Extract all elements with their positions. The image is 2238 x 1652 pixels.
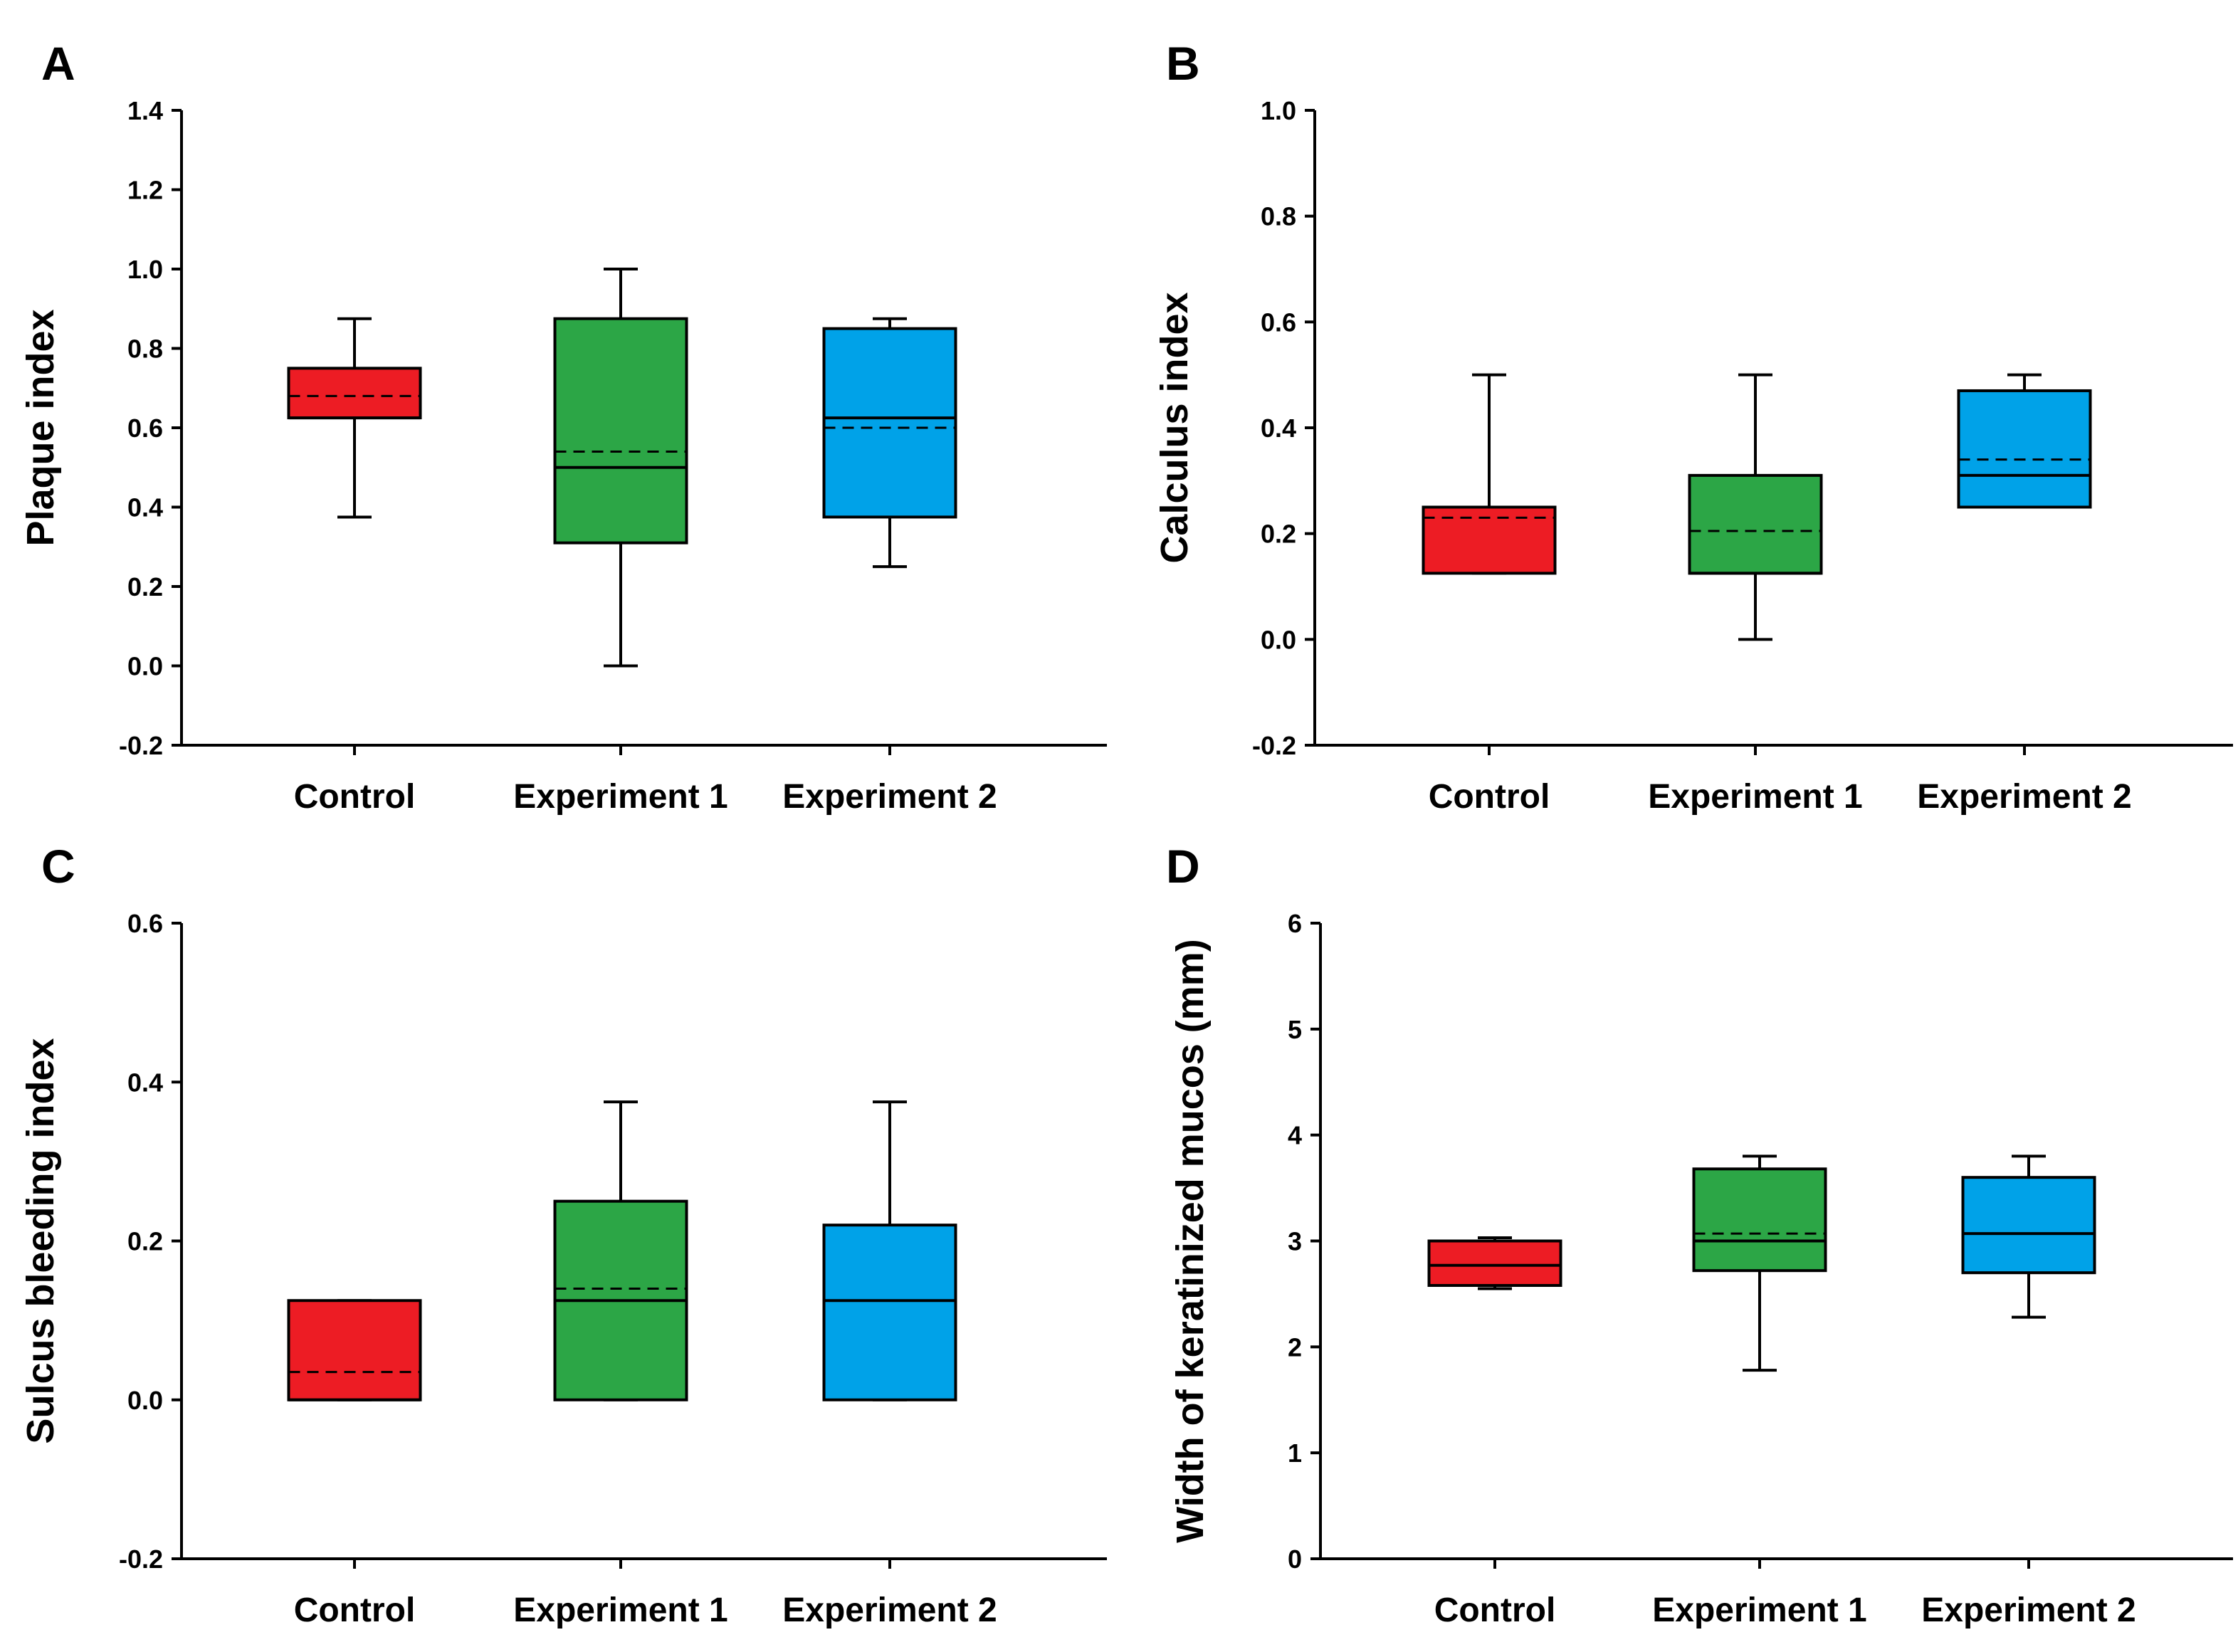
x-category-label: Experiment 2 (1917, 778, 2131, 816)
box-experiment-1 (1692, 1154, 1827, 1372)
y-axis-title: Width of keratinized mucos (mm) (1169, 939, 1212, 1543)
panel-d: D 0 1 2 3 4 5 6 Width of keratinized mucos (mm) C… (1166, 840, 2233, 1629)
box-body (822, 327, 957, 519)
y-tick-label: 0.8 (1261, 202, 1296, 231)
y-tick-label: 2 (1288, 1332, 1302, 1362)
y-tick-label: 0.0 (127, 1386, 163, 1415)
y-tick-label: 6 (1288, 909, 1302, 938)
x-category-label: Experiment 2 (782, 778, 997, 816)
box-control (1422, 373, 1557, 575)
y-axis-title: Plaque index (19, 309, 62, 546)
box-body (553, 317, 688, 544)
panel-letter: A (41, 37, 75, 90)
box-body (1957, 389, 2092, 509)
x-category-label: Experiment 1 (1648, 778, 1862, 816)
box-experiment-1 (1688, 373, 1823, 641)
box-control (1427, 1236, 1562, 1290)
box-body (287, 1299, 422, 1401)
panel-b: B -0.2 0.0 0.2 0.4 0.6 0.8 1.0 Calculus index Con… (1153, 37, 2233, 816)
panel-letter: B (1166, 37, 1200, 90)
y-tick-label: 0.6 (127, 909, 163, 938)
box-experiment-2 (822, 1100, 957, 1401)
x-category-label: Experiment 1 (513, 1592, 727, 1629)
box-body (1961, 1176, 2096, 1275)
panel-letter: D (1166, 840, 1200, 893)
x-category-label: Control (1429, 778, 1550, 816)
y-tick-label: 3 (1288, 1227, 1302, 1256)
y-tick-label: -0.2 (119, 1545, 163, 1574)
box-experiment-2 (822, 317, 957, 569)
y-tick-label: 0 (1288, 1545, 1302, 1574)
box-experiment-2 (1961, 1154, 2096, 1319)
y-tick-label: 0.6 (1261, 307, 1296, 337)
panel-a: A -0.2 0.0 0.2 0.4 0.6 0.8 1.0 1.2 1.4 Plaque inde… (19, 37, 1107, 816)
y-axis-title: Calculus index (1153, 292, 1196, 563)
x-category-label: Experiment 2 (1921, 1592, 2135, 1629)
x-category-label: Experiment 1 (1652, 1592, 1866, 1629)
y-tick-label: 1 (1288, 1438, 1302, 1468)
panel-c: C -0.2 0.0 0.2 0.4 0.6 Sulcus bleeding index Co… (19, 840, 1107, 1629)
y-tick-label: 0.2 (127, 1227, 163, 1256)
box-control (287, 1299, 422, 1401)
y-tick-label: -0.2 (119, 731, 163, 760)
x-category-label: Control (1434, 1592, 1556, 1629)
x-category-label: Experiment 2 (782, 1592, 997, 1629)
y-tick-label: 0.8 (127, 335, 163, 364)
y-tick-label: 0.4 (1261, 414, 1296, 443)
y-tick-label: 4 (1288, 1121, 1302, 1150)
box-experiment-1 (553, 268, 688, 668)
y-tick-label: 0.2 (1261, 520, 1296, 549)
y-tick-label: 1.0 (1261, 96, 1296, 125)
x-category-label: Experiment 1 (513, 778, 727, 816)
box-body (1688, 473, 1823, 575)
box-body (1427, 1239, 1562, 1288)
y-tick-label: 0.0 (127, 652, 163, 681)
y-tick-label: 0.0 (1261, 625, 1296, 654)
box-body (287, 367, 422, 420)
y-tick-label: 5 (1288, 1015, 1302, 1044)
y-tick-label: 0.2 (127, 572, 163, 601)
y-tick-label: 0.6 (127, 414, 163, 443)
y-tick-label: -0.2 (1252, 731, 1296, 760)
box-body (1692, 1167, 1827, 1273)
y-tick-label: 1.0 (127, 255, 163, 284)
y-tick-label: 0.4 (127, 1068, 163, 1097)
y-axis-title: Sulcus bleeding index (19, 1038, 62, 1443)
box-experiment-1 (553, 1100, 688, 1401)
x-category-label: Control (294, 778, 416, 816)
box-experiment-2 (1957, 373, 2092, 509)
box-control (287, 317, 422, 519)
y-tick-label: 1.4 (127, 96, 163, 125)
box-body (822, 1224, 957, 1401)
y-tick-label: 0.4 (127, 493, 163, 522)
x-category-label: Control (294, 1592, 416, 1629)
panel-letter: C (41, 840, 75, 893)
y-tick-label: 1.2 (127, 176, 163, 205)
